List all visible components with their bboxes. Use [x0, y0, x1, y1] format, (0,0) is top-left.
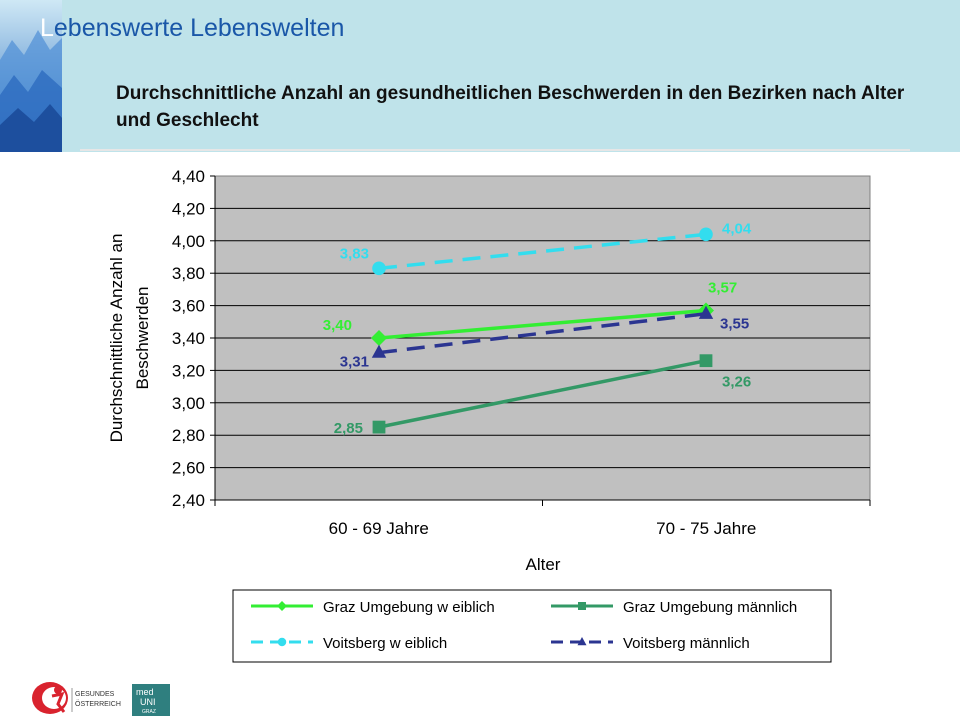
data-point-circle: [699, 227, 713, 242]
legend-label: Voitsberg männlich: [623, 635, 750, 652]
data-point-square: [699, 354, 713, 368]
y-tick-label: 3,80: [172, 264, 205, 283]
data-label: 4,04: [722, 220, 752, 237]
y-tick-label: 2,80: [172, 426, 205, 445]
x-tick-label: 70 - 75 Jahre: [656, 519, 756, 538]
y-tick-label: 3,20: [172, 361, 205, 380]
header-band: Lebenswerte Lebenswelten Durchschnittlic…: [0, 0, 960, 152]
data-label: 3,31: [340, 354, 369, 371]
gesundes-oesterreich-logo: GESUNDES ÖSTERREICH: [32, 682, 121, 714]
y-tick-label: 3,40: [172, 329, 205, 348]
y-tick-label: 4,20: [172, 199, 205, 218]
title-divider: [80, 149, 910, 151]
data-point-square: [578, 602, 586, 610]
y-tick-label: 2,40: [172, 491, 205, 510]
data-label: 3,83: [340, 245, 369, 262]
x-tick-label: 60 - 69 Jahre: [329, 519, 429, 538]
mountain-art-icon: [0, 0, 62, 152]
brand-title: Lebenswerte Lebenswelten: [40, 14, 344, 43]
data-point-diamond: [371, 330, 387, 346]
brand-rest: ebenswerte Lebenswelten: [53, 14, 345, 42]
logo-left-line1: GESUNDES: [75, 691, 115, 698]
logo-left-line2: ÖSTERREICH: [75, 700, 121, 708]
data-label: 3,55: [720, 316, 749, 333]
series-line: [378, 358, 707, 429]
logo-right-line3: GRAZ: [142, 709, 156, 715]
brand-initial: L: [40, 14, 54, 42]
y-axis-title-line: Durchschnittliche Anzahl an: [107, 234, 126, 443]
data-label: 3,57: [708, 279, 737, 296]
data-label: 3,26: [722, 374, 751, 391]
logo-right-line1: med: [136, 687, 154, 697]
legend-label: Graz Umgebung männlich: [623, 599, 797, 616]
logo-right-line2: UNI: [140, 697, 156, 707]
legend-label: Graz Umgebung w eiblich: [323, 599, 495, 616]
data-point-triangle: [698, 305, 714, 319]
slide-title: Durchschnittliche Anzahl an gesundheitli…: [116, 83, 905, 131]
data-point-circle: [372, 261, 386, 276]
x-axis-title: Alter: [526, 555, 561, 574]
y-axis-title-line: Beschwerden: [133, 286, 152, 389]
med-uni-graz-logo: med UNI GRAZ: [132, 684, 170, 716]
data-label: 3,40: [323, 317, 352, 334]
data-point-triangle: [577, 637, 587, 646]
data-point-diamond: [277, 601, 287, 611]
y-tick-label: 4,00: [172, 232, 205, 251]
legend-label: Voitsberg w eiblich: [323, 635, 447, 652]
data-point-square: [372, 420, 386, 434]
y-tick-label: 3,00: [172, 394, 205, 413]
y-tick-label: 2,60: [172, 459, 205, 478]
data-label: 2,85: [334, 420, 363, 437]
data-point-triangle: [371, 344, 387, 358]
series-line: [378, 308, 707, 340]
y-tick-label: 4,40: [172, 167, 205, 186]
y-tick-label: 3,60: [172, 297, 205, 316]
data-point-circle: [277, 637, 287, 647]
legend-box: [232, 589, 832, 663]
